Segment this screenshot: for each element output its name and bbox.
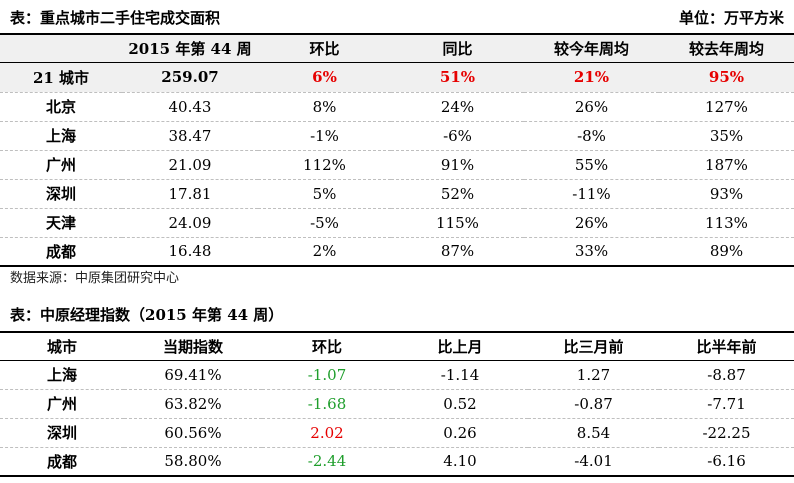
value-cell: -11% xyxy=(524,178,659,208)
value-cell: 2.02 xyxy=(262,417,392,447)
value-cell: -4.01 xyxy=(528,446,659,476)
value-cell: 55% xyxy=(524,149,659,179)
header-cell: 环比 xyxy=(262,332,392,361)
city-cell: 深圳 xyxy=(0,417,124,447)
data-source-note: 数据来源：中原集团研究中心 xyxy=(10,271,180,286)
table1-unit: 单位：万平方米 xyxy=(678,8,784,27)
value-cell: 24.09 xyxy=(122,207,258,237)
value-cell: 115% xyxy=(391,207,524,237)
city-cell: 上海 xyxy=(46,366,77,384)
value-cell: 93% xyxy=(659,178,794,208)
city-cell: 深圳 xyxy=(0,178,122,208)
value-cell: 8% xyxy=(258,91,391,121)
value-cell: 16.48 xyxy=(122,236,258,266)
value-cell: -8% xyxy=(524,120,659,150)
value-cell: 26% xyxy=(524,207,659,237)
header-cell: 比上月 xyxy=(392,332,528,361)
city-cell: 广州 xyxy=(0,388,124,418)
table-row: 上海 38.47 -1% -6% -8% 35% xyxy=(0,120,794,150)
value-cell: 2% xyxy=(258,236,391,266)
value-cell: 1.27 xyxy=(576,365,611,384)
value-cell: -1.07 xyxy=(307,365,347,384)
table-row: 北京 40.43 8% 24% 26% 127% xyxy=(0,91,794,121)
value-cell: 24% xyxy=(391,91,524,121)
value-cell: -7.71 xyxy=(659,388,794,418)
value-cell: 26% xyxy=(524,91,659,121)
value-cell: 69.41% xyxy=(164,365,222,384)
value-cell: 187% xyxy=(659,149,794,179)
value-cell: -0.87 xyxy=(528,388,659,418)
table-header-row: 城市 当期指数 环比 比上月 比三月前 比半年前 xyxy=(0,332,794,361)
value-cell: 35% xyxy=(659,120,794,150)
city-cell: 成都 xyxy=(0,446,124,476)
value-cell: 52% xyxy=(391,178,524,208)
value-cell: 38.47 xyxy=(122,120,258,150)
value-cell: -6% xyxy=(391,120,524,150)
table1-title: 表：重点城市二手住宅成交面积 xyxy=(10,8,221,27)
value-cell: 4.10 xyxy=(392,446,528,476)
table-row: 成都 58.80% -2.44 4.10 -4.01 -6.16 xyxy=(0,446,794,476)
header-cell: 当期指数 xyxy=(124,332,262,361)
table-header-row: 2015 年第 44 周 环比 同比 较今年周均 较去年周均 xyxy=(0,34,794,63)
value-cell: 8.54 xyxy=(528,417,659,447)
value-cell: 95% xyxy=(708,68,745,86)
table-row: 上海 69.41% -1.07 -1.14 1.27 -8.87 xyxy=(0,360,794,389)
value-cell: 60.56% xyxy=(124,417,262,447)
value-cell: -8.87 xyxy=(707,365,746,384)
city-cell: 天津 xyxy=(0,207,122,237)
housing-area-table: 2015 年第 44 周 环比 同比 较今年周均 较去年周均 21 城市 259… xyxy=(0,33,794,267)
value-cell: 63.82% xyxy=(124,388,262,418)
value-cell: 21.09 xyxy=(122,149,258,179)
value-cell: -2.44 xyxy=(262,446,392,476)
header-cell: 比半年前 xyxy=(659,332,794,361)
header-cell: 环比 xyxy=(258,34,391,63)
value-cell: 58.80% xyxy=(124,446,262,476)
value-cell: -1.14 xyxy=(440,365,480,384)
value-cell: -5% xyxy=(258,207,391,237)
manager-index-table: 城市 当期指数 环比 比上月 比三月前 比半年前 上海 69.41% -1.07… xyxy=(0,331,794,477)
city-cell: 成都 xyxy=(0,236,122,266)
table2-title: 表：中原经理指数（2015 年第 44 周） xyxy=(10,305,284,324)
table-row: 深圳 17.81 5% 52% -11% 93% xyxy=(0,178,794,208)
table2-title-bar: 表：中原经理指数（2015 年第 44 周） xyxy=(0,301,794,327)
value-cell: 21% xyxy=(573,68,610,86)
table-row: 21 城市 259.07 6% 51% 21% 95% xyxy=(0,62,794,92)
value-cell: 89% xyxy=(659,236,794,266)
header-cell: 2015 年第 44 周 xyxy=(122,34,258,63)
header-cell xyxy=(0,34,122,63)
value-cell: 5% xyxy=(258,178,391,208)
value-cell: 127% xyxy=(659,91,794,121)
value-cell: 112% xyxy=(258,149,391,179)
value-cell: 0.52 xyxy=(392,388,528,418)
city-cell: 上海 xyxy=(0,120,122,150)
value-cell: 91% xyxy=(391,149,524,179)
city-cell: 广州 xyxy=(0,149,122,179)
table-row: 成都 16.48 2% 87% 33% 89% xyxy=(0,236,794,266)
table-row: 广州 21.09 112% 91% 55% 187% xyxy=(0,149,794,179)
value-cell: -1% xyxy=(258,120,391,150)
city-cell: 北京 xyxy=(0,91,122,121)
value-cell: 259.07 xyxy=(161,68,219,86)
header-cell: 较去年周均 xyxy=(659,34,794,63)
table-row: 天津 24.09 -5% 115% 26% 113% xyxy=(0,207,794,237)
header-cell: 城市 xyxy=(0,332,124,361)
header-cell: 同比 xyxy=(391,34,524,63)
value-cell: 87% xyxy=(391,236,524,266)
value-cell: -22.25 xyxy=(659,417,794,447)
value-cell: 0.26 xyxy=(392,417,528,447)
value-cell: 33% xyxy=(524,236,659,266)
value-cell: 113% xyxy=(659,207,794,237)
value-cell: -1.68 xyxy=(262,388,392,418)
table-row: 深圳 60.56% 2.02 0.26 8.54 -22.25 xyxy=(0,417,794,447)
city-cell: 21 城市 xyxy=(32,68,90,87)
value-cell: 51% xyxy=(439,68,476,86)
value-cell: 6% xyxy=(312,68,337,86)
header-cell: 比三月前 xyxy=(528,332,659,361)
header-cell: 较今年周均 xyxy=(524,34,659,63)
value-cell: 17.81 xyxy=(122,178,258,208)
value-cell: 40.43 xyxy=(122,91,258,121)
table-row: 广州 63.82% -1.68 0.52 -0.87 -7.71 xyxy=(0,388,794,418)
value-cell: -6.16 xyxy=(659,446,794,476)
table1-title-bar: 表：重点城市二手住宅成交面积 单位：万平方米 xyxy=(0,4,794,30)
